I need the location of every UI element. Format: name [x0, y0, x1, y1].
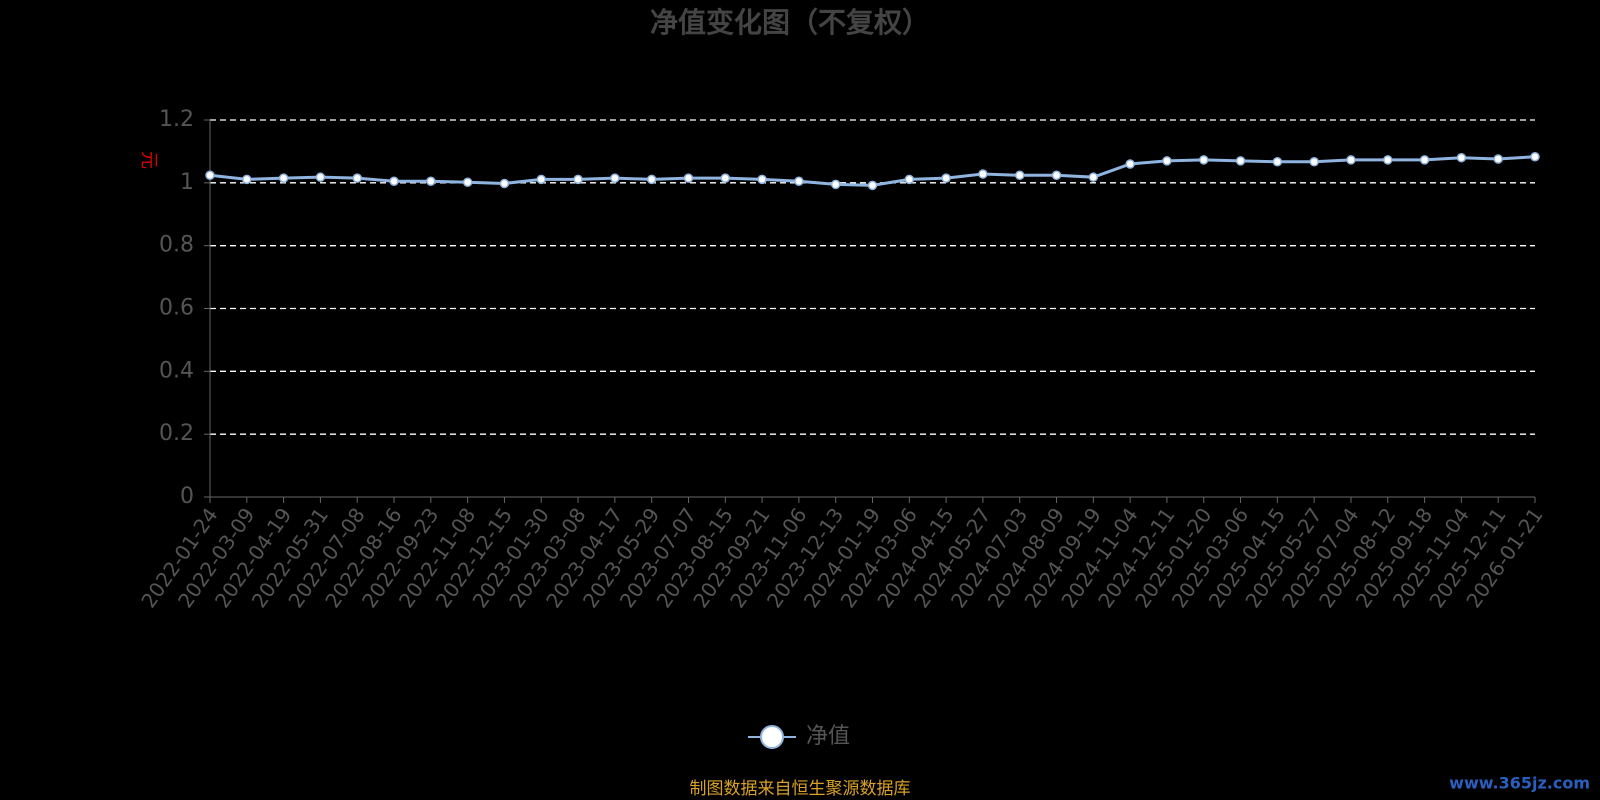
point [1088, 172, 1099, 182]
point [499, 178, 510, 189]
source-note: 制图数据来自恒生聚源数据库 [690, 779, 911, 799]
point [242, 174, 252, 185]
chart-title: 净值变化图（不复权） [650, 6, 930, 39]
point [830, 179, 841, 190]
y-axis-label: 元 [138, 151, 159, 169]
y-tick-label: 0.4 [159, 358, 194, 383]
point [426, 176, 436, 187]
point [867, 180, 878, 191]
point [1235, 156, 1246, 166]
point [1199, 155, 1209, 165]
point [683, 173, 694, 183]
y-tick-label: 0.2 [159, 421, 194, 446]
point [1383, 155, 1393, 165]
point [462, 177, 473, 187]
point [1272, 157, 1283, 167]
point [904, 174, 915, 185]
point [1419, 155, 1430, 165]
point [1014, 170, 1025, 181]
legend-label: 净值 [806, 724, 850, 749]
point [573, 174, 583, 185]
point [794, 176, 804, 187]
point [1456, 152, 1467, 163]
point [757, 174, 767, 185]
point [389, 176, 399, 187]
y-tick-label: 0 [180, 484, 194, 509]
point [1162, 156, 1172, 166]
point [1530, 152, 1540, 162]
point [315, 172, 326, 182]
point [352, 173, 362, 183]
point [278, 173, 289, 183]
point [205, 170, 215, 181]
point [941, 173, 951, 183]
point [1346, 155, 1356, 165]
point [1051, 170, 1062, 181]
point [720, 173, 731, 183]
point [1493, 154, 1503, 164]
watermark: www.365jz.com [1449, 774, 1590, 793]
y-tick-label: 1.2 [159, 107, 194, 132]
point [536, 174, 546, 185]
y-tick-label: 0.6 [159, 296, 194, 321]
point [978, 169, 988, 179]
y-tick-label: 0.8 [159, 233, 194, 258]
legend-marker [760, 725, 784, 749]
point [646, 174, 657, 185]
point [1125, 159, 1135, 169]
point [610, 173, 620, 183]
y-tick-label: 1 [180, 170, 194, 195]
point [1309, 157, 1319, 167]
